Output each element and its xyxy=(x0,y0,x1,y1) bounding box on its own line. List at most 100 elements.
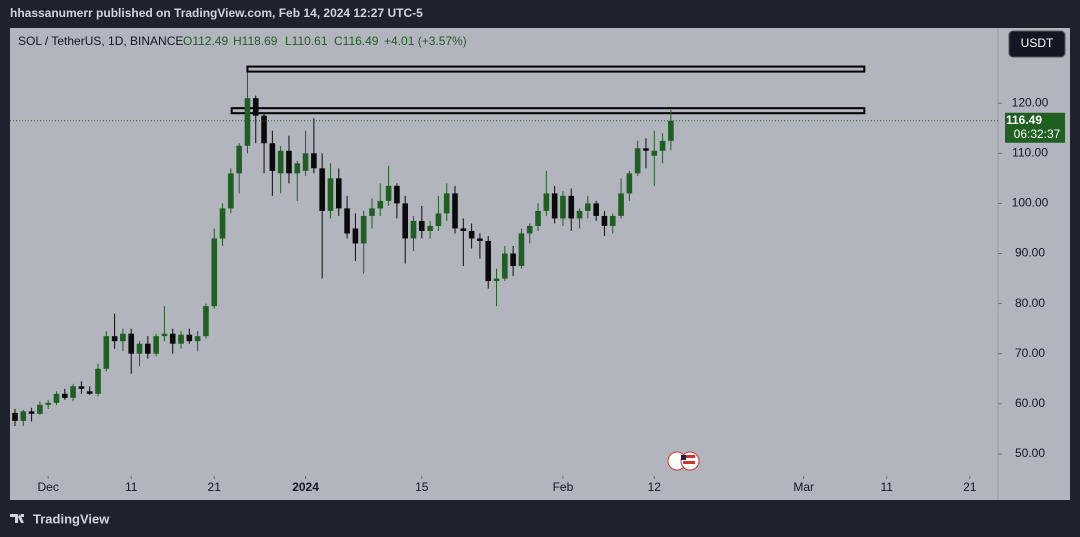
candle-body xyxy=(443,193,450,214)
candle-body xyxy=(252,98,259,116)
y-tick-label: 100.00 xyxy=(1012,196,1049,210)
candle-body xyxy=(95,368,101,394)
candle-body xyxy=(12,412,18,421)
candle-body xyxy=(294,163,301,174)
price-zone xyxy=(230,107,866,115)
candle-body xyxy=(244,98,251,146)
currency-button[interactable] xyxy=(1008,30,1066,58)
x-tick-label: 21 xyxy=(963,480,977,494)
candle-body xyxy=(543,193,550,211)
candle-body xyxy=(360,215,367,244)
candle-body xyxy=(618,193,624,216)
candle-body xyxy=(169,333,176,344)
candle-body xyxy=(37,404,43,414)
publisher: hhassanumerr published on TradingView.co… xyxy=(10,6,423,20)
candle-body xyxy=(643,148,649,151)
candle-body xyxy=(335,178,342,209)
symbol: SOL / TetherUS, 1D, BINANCE xyxy=(18,34,183,48)
x-tick-label: 15 xyxy=(415,480,429,494)
candle-body xyxy=(311,153,317,169)
currency-label[interactable]: USDT xyxy=(1021,36,1054,50)
x-tick-label: 12 xyxy=(648,480,662,494)
x-tick-label: Dec xyxy=(38,480,59,494)
ohlc-high: H118.69 xyxy=(233,34,278,48)
candle-body xyxy=(261,115,267,144)
candle-body xyxy=(111,336,118,342)
flag-icon xyxy=(667,451,700,471)
candle-body xyxy=(369,208,375,216)
candle-body xyxy=(385,185,392,201)
x-tick-label: 2024 xyxy=(292,480,319,494)
candle-body xyxy=(502,253,508,279)
brand-name: TradingView xyxy=(33,511,110,526)
y-tick-label: 120.00 xyxy=(1012,95,1049,109)
y-tick-label: 70.00 xyxy=(1015,346,1045,360)
candle-body xyxy=(211,238,218,307)
price-zone xyxy=(246,65,866,73)
x-tick-label: 11 xyxy=(881,480,894,494)
candle-body xyxy=(20,411,27,421)
candle-body xyxy=(128,333,135,354)
chart-panel xyxy=(10,28,1070,500)
candle-body xyxy=(535,210,541,226)
candle-body xyxy=(28,411,35,414)
x-tick-label: Mar xyxy=(793,480,814,494)
candle-body xyxy=(277,150,284,174)
candle-body xyxy=(228,173,234,209)
candle-body xyxy=(585,203,591,211)
candle-body xyxy=(269,143,276,171)
candle-body xyxy=(286,150,292,174)
candle-body xyxy=(153,336,159,354)
candle-body xyxy=(651,150,658,156)
candle-body xyxy=(435,213,442,226)
candle-body xyxy=(493,278,500,282)
candle-body xyxy=(120,333,126,342)
candle-body xyxy=(319,168,325,211)
y-tick-label: 90.00 xyxy=(1015,246,1045,260)
candle-body xyxy=(203,306,209,337)
candle-body xyxy=(161,333,168,337)
change: +4.01 (+3.57%) xyxy=(384,34,467,48)
candle-body xyxy=(344,208,350,234)
candle-body xyxy=(103,336,110,369)
candle-body xyxy=(394,185,400,204)
candle-body xyxy=(45,402,51,405)
candle-body xyxy=(601,215,608,226)
candle-body xyxy=(510,253,516,267)
candle-body xyxy=(53,393,60,403)
candle-body xyxy=(668,120,674,141)
candle-body xyxy=(626,173,633,194)
candle-body xyxy=(136,343,143,354)
candle-body xyxy=(145,343,151,354)
y-tick-label: 80.00 xyxy=(1015,296,1045,310)
candle-body xyxy=(352,228,359,244)
candle-body xyxy=(61,393,68,398)
candle-body xyxy=(302,153,309,171)
countdown: 06:32:37 xyxy=(1014,127,1061,141)
candle-body xyxy=(186,334,193,342)
y-tick-label: 110.00 xyxy=(1012,145,1048,159)
ohlc-close: C116.49 xyxy=(334,34,379,48)
y-tick-label: 60.00 xyxy=(1015,396,1045,410)
candle-body xyxy=(377,200,384,209)
candle-body xyxy=(86,391,93,394)
candle-body xyxy=(477,238,483,241)
candle-body xyxy=(194,336,201,342)
candle-body xyxy=(609,215,616,226)
candle-body xyxy=(460,228,467,231)
candle-body xyxy=(219,208,226,239)
candle-body xyxy=(593,203,599,216)
candle-body xyxy=(70,386,76,398)
ohlc-low: L110.61 xyxy=(285,34,328,48)
symbol-legend: SOL / TetherUS, 1D, BINANCE O112.49 H118… xyxy=(18,34,467,48)
last-price-label: 116.49 xyxy=(1006,113,1042,127)
candle-body xyxy=(568,195,575,219)
candle-body xyxy=(419,220,425,231)
candle-body xyxy=(576,210,583,219)
x-tick-label: Feb xyxy=(553,480,574,494)
candle-body xyxy=(485,240,492,282)
candle-body xyxy=(427,225,433,231)
candle-body xyxy=(236,145,242,174)
